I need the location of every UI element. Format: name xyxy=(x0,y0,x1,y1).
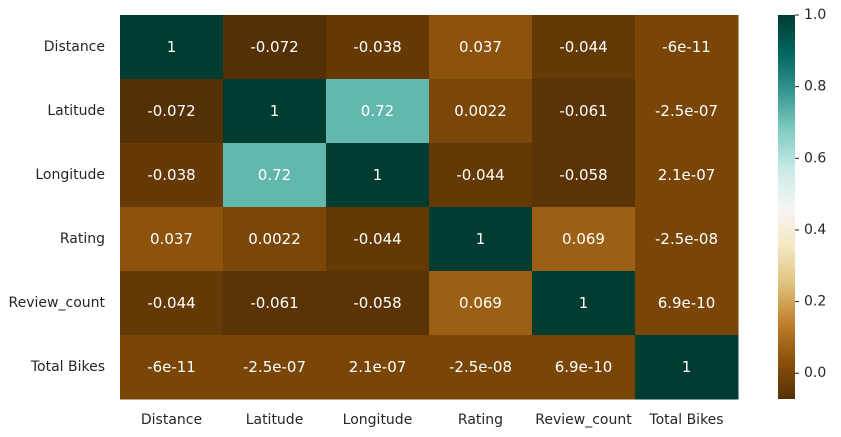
colorbar-tick-label: 0.0 xyxy=(804,365,826,381)
heatmap-cell xyxy=(120,79,224,144)
cell-annotation: 1 xyxy=(476,230,486,248)
cell-annotation: -0.072 xyxy=(250,38,298,56)
heatmap-cell xyxy=(223,79,327,144)
cell-annotation: -0.044 xyxy=(456,166,504,184)
x-tick-label: Total Bikes xyxy=(648,412,723,428)
cell-annotation: 0.0022 xyxy=(248,230,301,248)
heatmap-cell xyxy=(635,15,739,80)
cell-annotation: 1 xyxy=(270,102,280,120)
heatmap-cell xyxy=(120,335,224,400)
heatmap-cell xyxy=(635,143,739,208)
heatmap-cell xyxy=(532,335,636,400)
y-tick-label: Rating xyxy=(60,231,105,247)
cell-annotation: 0.0022 xyxy=(454,102,507,120)
colorbar-tick-label: 0.2 xyxy=(804,294,826,310)
x-tick-label: Longitude xyxy=(343,412,413,428)
heatmap-cell xyxy=(223,335,327,400)
y-tick-label: Longitude xyxy=(35,167,105,183)
heatmap-cell xyxy=(326,143,430,208)
heatmap-cell xyxy=(635,79,739,144)
heatmap-cell xyxy=(326,79,430,144)
cell-annotation: 2.1e-07 xyxy=(658,166,716,184)
y-tick-label: Review_count xyxy=(9,295,106,311)
cell-annotation: -0.061 xyxy=(250,294,298,312)
x-tick-label: Distance xyxy=(141,412,202,428)
heatmap-cells xyxy=(120,15,739,400)
heatmap-cell xyxy=(223,143,327,208)
cell-annotation: -0.072 xyxy=(147,102,195,120)
cell-annotation: -0.038 xyxy=(147,166,195,184)
heatmap-cell xyxy=(532,79,636,144)
cell-annotation: 0.72 xyxy=(361,102,394,120)
heatmap-cell xyxy=(223,15,327,80)
x-axis-tick-labels: Distance Latitude Longitude Rating Review_co… xyxy=(141,412,724,428)
cell-annotation: 6.9e-10 xyxy=(658,294,716,312)
x-tick-label: Rating xyxy=(458,412,503,428)
heatmap-cell xyxy=(635,271,739,336)
heatmap-cell xyxy=(532,143,636,208)
heatmap-cell xyxy=(635,335,739,400)
cell-annotation: -0.044 xyxy=(353,230,401,248)
heatmap-cell xyxy=(429,271,533,336)
y-tick-label: Total Bikes xyxy=(30,359,105,375)
cell-annotation: -0.038 xyxy=(353,38,401,56)
cell-annotation: 2.1e-07 xyxy=(349,358,407,376)
heatmap-cell xyxy=(223,271,327,336)
cell-annotation: 1 xyxy=(373,166,383,184)
cell-annotation: 1 xyxy=(579,294,589,312)
y-axis-tick-labels: Distance Latitude Longitude Rating Review_co… xyxy=(9,39,106,375)
heatmap-cell xyxy=(120,207,224,272)
heatmap-cell xyxy=(429,143,533,208)
heatmap-cell xyxy=(326,15,430,80)
colorbar-tick-label: 0.8 xyxy=(804,79,826,95)
colorbar-ticks: 0.0 0.2 0.4 0.6 0.8 1.0 xyxy=(795,7,826,381)
heatmap-cell xyxy=(326,335,430,400)
heatmap-cell xyxy=(532,15,636,80)
heatmap-cell xyxy=(223,207,327,272)
colorbar-tick-label: 0.4 xyxy=(804,222,826,238)
heatmap-annotations: 1 -0.072 -0.038 0.037 -0.044 -6e-11 -0.072 1 0.7… xyxy=(147,38,718,376)
cell-annotation: 0.037 xyxy=(150,230,193,248)
cell-annotation: -0.058 xyxy=(559,166,607,184)
y-tick-label: Latitude xyxy=(47,103,105,119)
cell-annotation: 6.9e-10 xyxy=(555,358,613,376)
x-tick-label: Review_count xyxy=(535,412,632,428)
cell-annotation: 0.069 xyxy=(562,230,605,248)
cell-annotation: -0.058 xyxy=(353,294,401,312)
cell-annotation: 0.069 xyxy=(459,294,502,312)
x-tick-label: Latitude xyxy=(246,412,304,428)
y-tick-label: Distance xyxy=(44,39,105,55)
heatmap-cell xyxy=(429,335,533,400)
heatmap-cell xyxy=(120,271,224,336)
cell-annotation: 0.72 xyxy=(258,166,291,184)
heatmap-cell xyxy=(532,271,636,336)
cell-annotation: -6e-11 xyxy=(147,358,196,376)
cell-annotation: 1 xyxy=(682,358,692,376)
colorbar: 0.0 0.2 0.4 0.6 0.8 1.0 xyxy=(778,7,826,399)
heatmap-cell xyxy=(326,271,430,336)
colorbar-tick-label: 1.0 xyxy=(804,7,826,23)
cell-annotation: 0.037 xyxy=(459,38,502,56)
cell-annotation: -0.061 xyxy=(559,102,607,120)
heatmap-cell xyxy=(120,15,224,80)
colorbar-tick-label: 0.6 xyxy=(804,150,826,166)
cell-annotation: -2.5e-07 xyxy=(655,102,718,120)
cell-annotation: -6e-11 xyxy=(662,38,711,56)
heatmap-cell xyxy=(635,207,739,272)
cell-annotation: 1 xyxy=(167,38,177,56)
cell-annotation: -2.5e-08 xyxy=(655,230,718,248)
heatmap-cell xyxy=(429,15,533,80)
heatmap-cell xyxy=(120,143,224,208)
cell-annotation: -2.5e-07 xyxy=(243,358,306,376)
colorbar-gradient xyxy=(778,15,795,399)
heatmap-cell xyxy=(429,207,533,272)
heatmap-cell xyxy=(429,79,533,144)
cell-annotation: -0.044 xyxy=(147,294,195,312)
cell-annotation: -2.5e-08 xyxy=(449,358,512,376)
heatmap-cell xyxy=(326,207,430,272)
heatmap-cell xyxy=(532,207,636,272)
cell-annotation: -0.044 xyxy=(559,38,607,56)
